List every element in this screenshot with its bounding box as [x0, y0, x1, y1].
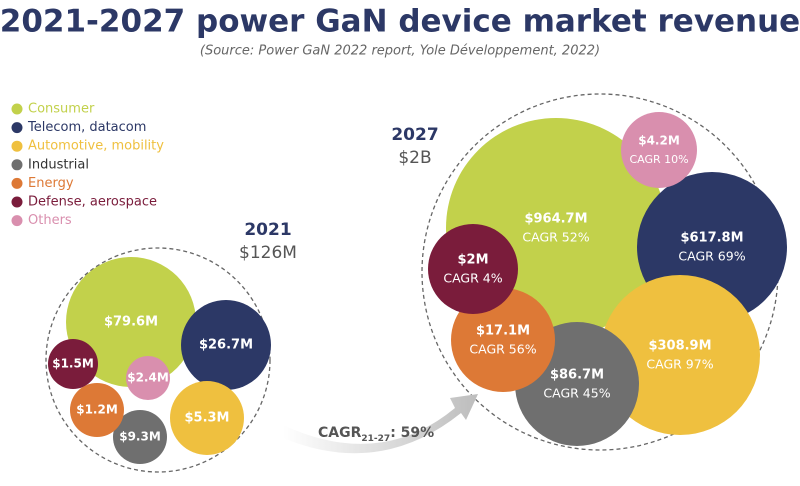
bubble: [113, 410, 167, 464]
chart-subtitle: (Source: Power GaN 2022 report, Yole Dév…: [200, 44, 600, 59]
bubble-value: $79.6M: [104, 315, 158, 330]
bubble: [70, 383, 124, 437]
bubble-cagr: CAGR 56%: [469, 342, 536, 357]
legend-swatch: [11, 196, 23, 208]
arrow-label-text: CAGR: [318, 425, 362, 441]
legend-label: Defense, aerospace: [28, 195, 157, 210]
group-label: 2027: [391, 125, 438, 145]
arrow-label-sub: 21-27: [361, 434, 390, 444]
bubble-value: $5.3M: [184, 411, 229, 426]
group-label: 2021: [244, 220, 291, 240]
bubble: [66, 257, 196, 387]
bubble-value: $1.2M: [76, 403, 118, 417]
bubble: [126, 356, 170, 400]
bubble-value: $9.3M: [119, 430, 161, 444]
bubble-value: $1.5M: [52, 357, 94, 371]
legend-swatch: [11, 159, 23, 171]
bubble: [600, 275, 760, 435]
chart-title: 2021-2027 power GaN device market revenu…: [0, 4, 800, 40]
bubble: [428, 224, 518, 314]
legend-label: Energy: [28, 176, 74, 191]
legend-label: Consumer: [28, 102, 95, 117]
arrow-label-suffix: : 59%: [390, 425, 434, 441]
group-total: $2B: [398, 148, 431, 168]
bubble-value: $17.1M: [476, 324, 530, 339]
legend-swatch: [11, 103, 23, 115]
bubble-value: $4.2M: [638, 134, 680, 148]
bubble: [621, 112, 697, 188]
bubble-value: $617.8M: [680, 231, 743, 246]
legend-label: Telecom, datacom: [27, 120, 146, 135]
legend-label: Industrial: [28, 157, 89, 172]
bubble-cagr: CAGR 10%: [629, 153, 688, 166]
bubble-cagr: CAGR 52%: [522, 230, 589, 245]
bubble-value: $26.7M: [199, 338, 253, 353]
legend-swatch: [11, 140, 23, 152]
bubble: [451, 288, 555, 392]
bubble-value: $308.9M: [648, 339, 711, 354]
bubble-cagr: CAGR 4%: [443, 271, 502, 286]
bubble: [170, 381, 244, 455]
legend-swatch: [11, 215, 23, 227]
bubble-cagr: CAGR 45%: [543, 386, 610, 401]
bubble-value: $2.4M: [127, 371, 169, 385]
group-outline: [45, 247, 271, 473]
bubble-cagr: CAGR 69%: [678, 249, 745, 264]
legend-swatch: [11, 177, 23, 189]
bubble: [181, 300, 271, 390]
bubble-value: $2M: [457, 253, 488, 268]
legend-label: Others: [28, 213, 72, 228]
growth-arrow: [283, 394, 478, 454]
bubble-cagr: CAGR 97%: [646, 357, 713, 372]
legend-swatch: [11, 122, 23, 134]
bubble-value: $964.7M: [524, 212, 587, 227]
legend-label: Automotive, mobility: [28, 139, 164, 154]
bubble: [48, 339, 98, 389]
arrow-label: CAGR21-27: 59%: [318, 425, 434, 444]
bubble-value: $86.7M: [550, 368, 604, 383]
group-total: $126M: [239, 243, 297, 263]
